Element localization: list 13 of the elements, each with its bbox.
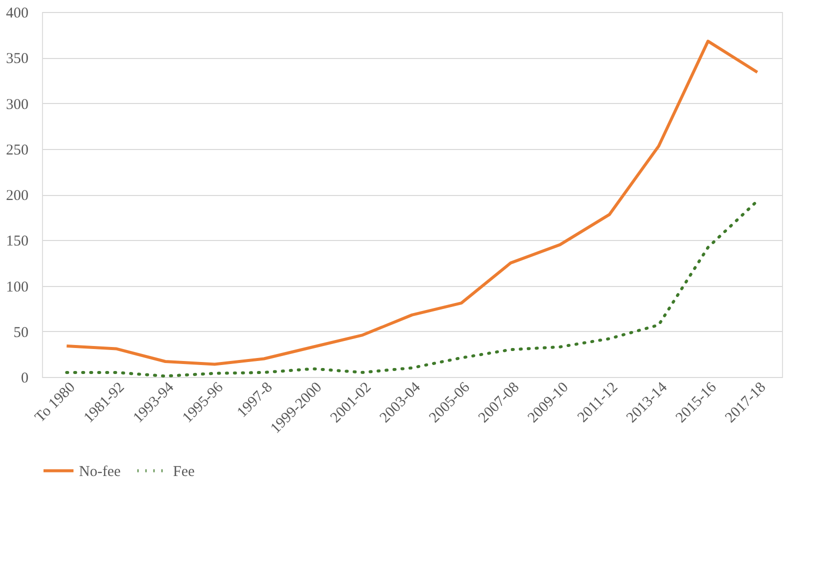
y-tick-label: 350 [6, 51, 28, 68]
y-tick-label: 250 [6, 142, 28, 158]
y-tick-label: 150 [6, 234, 28, 250]
y-tick-label: 300 [6, 96, 28, 113]
y-tick-label: 400 [6, 6, 28, 22]
line-series [65, 199, 759, 378]
y-tick-label: 100 [6, 279, 28, 296]
legend-label: No-fee [79, 464, 121, 480]
legend-label: Fee [173, 464, 195, 480]
y-tick-label: 50 [14, 324, 28, 341]
line-series [65, 40, 759, 366]
y-tick-label: 200 [6, 188, 28, 204]
y-tick-label: 0 [21, 370, 28, 386]
